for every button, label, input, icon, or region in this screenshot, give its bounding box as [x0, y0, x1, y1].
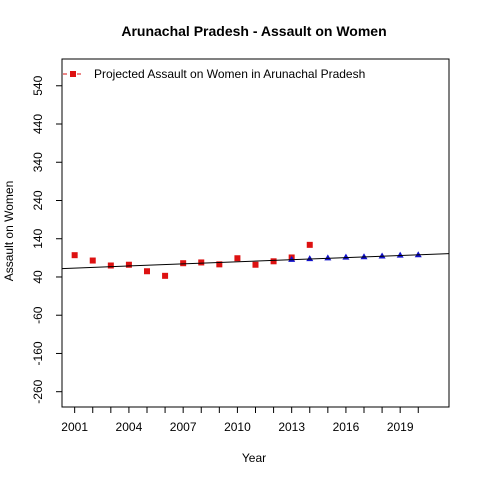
y-tick-label: 40 [31, 270, 45, 284]
data-point-actual [270, 258, 277, 265]
y-tick-label: -60 [31, 306, 45, 324]
legend-marker [70, 71, 76, 77]
legend: Projected Assault on Women in Arunachal … [63, 67, 365, 81]
data-point-actual [180, 260, 187, 267]
data-point-actual [143, 268, 150, 275]
data-point-actual [252, 261, 259, 268]
x-tick-label: 2016 [333, 420, 360, 434]
data-point-actual [125, 261, 132, 268]
plot-frame [61, 58, 450, 408]
y-axis-label: Assault on Women [2, 181, 16, 282]
data-point-projected [414, 251, 422, 258]
data-point-projected [306, 255, 314, 262]
data-point-projected [342, 253, 350, 260]
x-axis-label: Year [242, 451, 266, 465]
x-tick-label: 2010 [224, 420, 251, 434]
y-tick-label: -260 [31, 379, 45, 403]
data-point-actual [162, 272, 169, 279]
data-point-actual [89, 257, 96, 264]
data-point-projected [378, 252, 386, 259]
data-point-actual [306, 241, 313, 248]
plot-area [61, 241, 450, 279]
y-axis: -260 -160 -60 40 140 240 340 440 540 [31, 75, 62, 404]
y-tick-label: 540 [31, 75, 45, 95]
x-tick-label: 2019 [387, 420, 414, 434]
y-tick-label: -160 [31, 341, 45, 365]
data-point-actual [198, 259, 205, 266]
x-axis: 2001 2004 2007 2010 2013 2016 2019 [61, 407, 419, 434]
x-tick-label: 2007 [170, 420, 197, 434]
x-tick-label: 2001 [61, 420, 88, 434]
data-point-projected [360, 253, 368, 260]
data-point-actual [107, 262, 114, 269]
data-point-projected [324, 254, 332, 261]
y-tick-label: 240 [31, 190, 45, 210]
chart-title: Arunachal Pradesh - Assault on Women [121, 23, 386, 39]
trend-line [61, 253, 450, 270]
data-point-actual [234, 255, 241, 262]
x-tick-label: 2004 [116, 420, 143, 434]
x-tick-label: 2013 [278, 420, 305, 434]
y-tick-label: 340 [31, 152, 45, 172]
data-point-actual [216, 261, 223, 268]
data-point-actual [71, 252, 78, 259]
y-tick-label: 440 [31, 114, 45, 134]
y-tick-label: 140 [31, 228, 45, 248]
legend-label: Projected Assault on Women in Arunachal … [94, 67, 365, 81]
data-point-projected [288, 255, 296, 262]
data-point-projected [396, 251, 404, 258]
